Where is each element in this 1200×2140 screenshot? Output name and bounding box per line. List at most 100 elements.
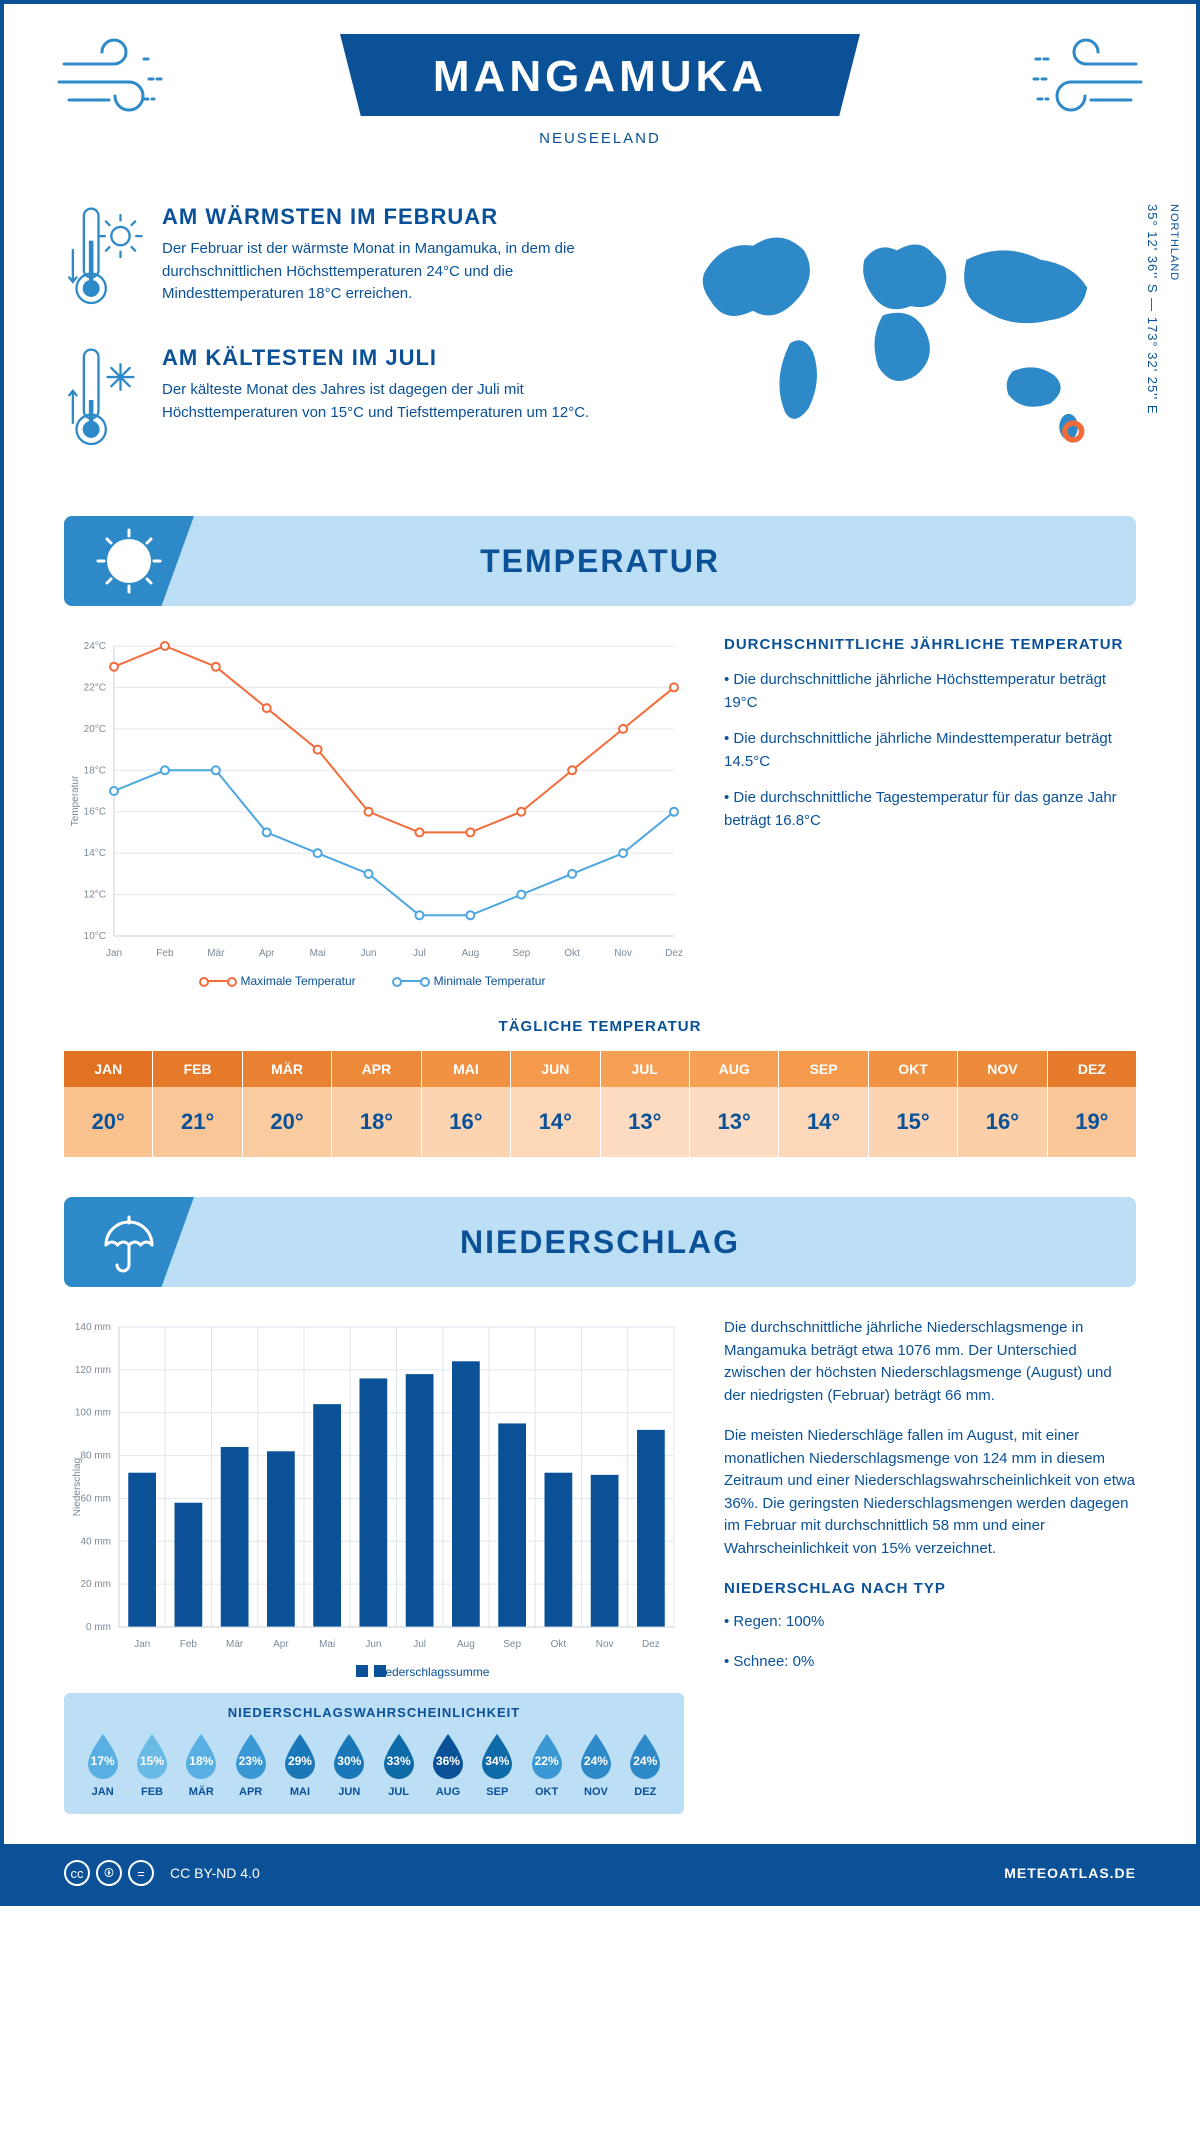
svg-text:Niederschlag: Niederschlag [72,1458,83,1516]
svg-text:24°C: 24°C [84,641,106,652]
svg-text:Dez: Dez [642,1639,660,1650]
precipitation-header: NIEDERSCHLAG [64,1197,1136,1287]
svg-text:Sep: Sep [503,1639,521,1650]
thermometer-cold-icon [64,345,144,460]
svg-text:10°C: 10°C [84,931,106,942]
probability-value: 36% [429,1754,467,1768]
legend-min-label: Minimale Temperatur [434,974,546,988]
raindrop-icon: 23% [232,1732,270,1780]
nd-icon: = [128,1860,154,1886]
daily-value: 21° [153,1087,241,1157]
daily-col: SEP 14° [779,1051,868,1157]
svg-text:120 mm: 120 mm [75,1365,111,1376]
svg-text:Mär: Mär [207,948,225,959]
temp-stats-title: DURCHSCHNITTLICHE JÄHRLICHE TEMPERATUR [724,636,1136,653]
daily-value: 15° [869,1087,957,1157]
daily-month: AUG [690,1051,778,1087]
svg-text:Nov: Nov [596,1639,614,1650]
precip-legend: Niederschlagssumme [64,1663,684,1677]
svg-text:Jun: Jun [365,1639,381,1650]
probability-value: 15% [133,1754,171,1768]
cc-icon: cc [64,1860,90,1886]
coldest-fact: AM KÄLTESTEN IM JULI Der kälteste Monat … [64,345,637,460]
warmest-text: Der Februar ist der wärmste Monat in Man… [162,238,637,306]
daily-col: JAN 20° [64,1051,153,1157]
daily-month: MAI [422,1051,510,1087]
probability-item: 18% MÄR [179,1732,224,1798]
raindrop-icon: 24% [626,1732,664,1780]
svg-text:60 mm: 60 mm [80,1493,111,1504]
probability-title: NIEDERSCHLAGSWAHRSCHEINLICHKEIT [80,1705,668,1720]
daily-month: OKT [869,1051,957,1087]
raindrop-icon: 34% [478,1732,516,1780]
svg-text:Mai: Mai [310,948,326,959]
daily-col: OKT 15° [869,1051,958,1157]
temperature-header: TEMPERATUR [64,516,1136,606]
daily-month: JUN [511,1051,599,1087]
precip-type1: • Regen: 100% [724,1611,1136,1634]
region-label: NORTHLAND [1168,204,1180,281]
svg-text:80 mm: 80 mm [80,1451,111,1462]
svg-text:Feb: Feb [180,1639,198,1650]
daily-value: 16° [422,1087,510,1157]
probability-item: 17% JAN [80,1732,125,1798]
probability-value: 17% [84,1754,122,1768]
raindrop-icon: 18% [182,1732,220,1780]
svg-text:12°C: 12°C [84,890,106,901]
probability-value: 23% [232,1754,270,1768]
warmest-fact: AM WÄRMSTEN IM FEBRUAR Der Februar ist d… [64,204,637,319]
svg-text:Temperatur: Temperatur [70,775,81,826]
raindrop-icon: 29% [281,1732,319,1780]
probability-item: 29% MAI [277,1732,322,1798]
probability-item: 36% AUG [425,1732,470,1798]
probability-month: NOV [573,1786,618,1798]
svg-text:Mai: Mai [319,1639,335,1650]
raindrop-icon: 33% [380,1732,418,1780]
temperature-stats: DURCHSCHNITTLICHE JÄHRLICHE TEMPERATUR •… [724,636,1136,988]
svg-text:Jan: Jan [134,1639,150,1650]
daily-month: JAN [64,1051,152,1087]
title-banner: MANGAMUKA [340,34,860,116]
daily-month: JUL [601,1051,689,1087]
probability-item: 24% NOV [573,1732,618,1798]
daily-month: NOV [958,1051,1046,1087]
precipitation-bar-chart: 0 mm20 mm40 mm60 mm80 mm100 mm120 mm140 … [64,1317,684,1677]
daily-value: 14° [779,1087,867,1157]
probability-box: NIEDERSCHLAGSWAHRSCHEINLICHKEIT 17% JAN … [64,1693,684,1814]
daily-col: JUL 13° [601,1051,690,1157]
subtitle: NEUSEELAND [64,130,1136,147]
daily-value: 14° [511,1087,599,1157]
daily-value: 20° [64,1087,152,1157]
daily-col: DEZ 19° [1048,1051,1136,1157]
license-text: CC BY-ND 4.0 [170,1865,260,1881]
svg-text:Sep: Sep [512,948,530,959]
svg-text:Mär: Mär [226,1639,244,1650]
daily-month: SEP [779,1051,867,1087]
daily-col: MAI 16° [422,1051,511,1157]
probability-month: MÄR [179,1786,224,1798]
temperature-line-chart: 10°C12°C14°C16°C18°C20°C22°C24°CJanFebMä… [64,636,684,988]
precip-type2: • Schnee: 0% [724,1651,1136,1674]
svg-text:Apr: Apr [273,1639,289,1650]
site-name: METEOATLAS.DE [1004,1865,1136,1881]
world-map [667,204,1136,464]
svg-text:Feb: Feb [156,948,174,959]
raindrop-icon: 17% [84,1732,122,1780]
svg-text:100 mm: 100 mm [75,1408,111,1419]
probability-value: 22% [528,1754,566,1768]
svg-text:Jul: Jul [413,948,426,959]
svg-text:Aug: Aug [461,948,479,959]
legend-max-label: Maximale Temperatur [241,974,356,988]
probability-value: 30% [330,1754,368,1768]
svg-text:Okt: Okt [564,948,580,959]
daily-month: MÄR [243,1051,331,1087]
raindrop-icon: 15% [133,1732,171,1780]
probability-month: AUG [425,1786,470,1798]
temperature-legend: Maximale Temperatur Minimale Temperatur [64,974,684,988]
probability-item: 30% JUN [327,1732,372,1798]
svg-text:Jul: Jul [413,1639,426,1650]
svg-text:20 mm: 20 mm [80,1579,111,1590]
svg-text:Nov: Nov [614,948,632,959]
footer: cc 🅯 = CC BY-ND 4.0 METEOATLAS.DE [4,1844,1196,1902]
umbrella-icon [64,1197,194,1287]
